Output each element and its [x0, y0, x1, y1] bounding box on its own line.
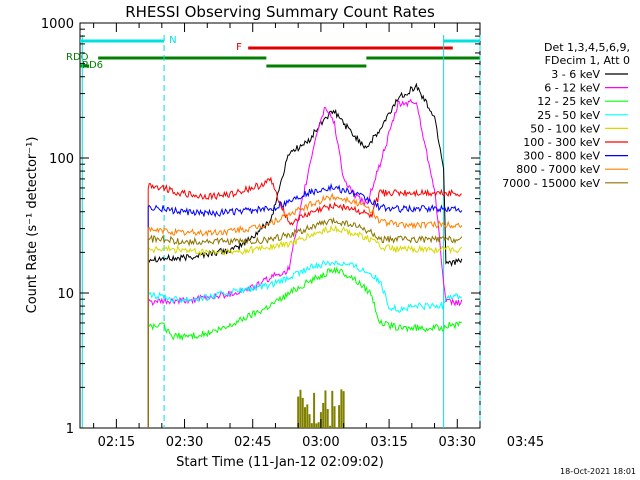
legend-header-line-1: Det 1,3,4,5,6,9, — [544, 41, 630, 54]
series-lines — [147, 82, 463, 428]
x-tick-label: 03:15 — [370, 435, 407, 450]
series-line-12-25-kev — [147, 266, 463, 428]
x-axis-ticks: 02:15 02:30 02:45 03:00 03:15 03:30 03:45 — [93, 23, 544, 450]
chart-title: RHESSI Observing Summary Count Rates — [125, 3, 435, 21]
y-tick-label: 1000 — [41, 17, 74, 32]
x-tick-label: 03:30 — [439, 435, 476, 450]
flag-label-rd6: RD6 — [82, 60, 103, 71]
x-tick-label: 02:30 — [166, 435, 203, 450]
series-line-50-100-kev — [147, 224, 463, 428]
flag-label-f: F — [236, 42, 242, 53]
y-tick-label: 1 — [66, 422, 74, 437]
date-stamp: 18-Oct-2021 18:01 — [560, 467, 636, 476]
series-line-3-6-kev — [147, 82, 463, 428]
legend-label-25-50-kev: 25 - 50 keV — [537, 109, 600, 122]
y-axis-ticks: 1 10 100 1000 — [41, 17, 480, 437]
flag-label-rdo: RDO — [66, 52, 89, 63]
series-line-7000-15000-kev — [147, 216, 463, 428]
legend-label-6-12-kev: 6 - 12 keV — [544, 82, 600, 95]
series-line-6-12-kev — [147, 98, 463, 428]
legend-label-3-6-kev: 3 - 6 keV — [551, 68, 600, 81]
plot-area-border — [79, 22, 481, 429]
legend: Det 1,3,4,5,6,9, FDecim 1, Att 0 3 - 6 k… — [502, 41, 630, 190]
flag-label-n: N — [169, 35, 176, 46]
legend-label-100-300-kev: 100 - 300 keV — [523, 136, 600, 149]
y-tick-label: 10 — [57, 287, 74, 302]
x-tick-label: 02:15 — [98, 435, 135, 450]
legend-label-12-25-kev: 12 - 25 keV — [537, 95, 600, 108]
legend-label-300-800-kev: 300 - 800 keV — [523, 150, 600, 163]
legend-label-800-7000-kev: 800 - 7000 keV — [516, 163, 600, 176]
x-axis-label: Start Time (11-Jan-12 02:09:02) — [176, 455, 384, 470]
legend-label-50-100-kev: 50 - 100 keV — [530, 122, 600, 135]
y-tick-label: 100 — [49, 152, 74, 167]
flare-flag-bars — [297, 389, 345, 428]
x-tick-label: 03:45 — [507, 435, 544, 450]
series-line-800-7000-kev — [147, 192, 463, 428]
series-line-25-50-kev — [147, 260, 462, 428]
legend-header-line-2: FDecim 1, Att 0 — [545, 54, 630, 67]
plot-frame — [79, 22, 481, 429]
x-tick-label: 02:45 — [234, 435, 271, 450]
series-line-100-300-kev — [147, 176, 463, 428]
attenuator-lines — [81, 35, 481, 428]
series-line-300-800-kev — [147, 182, 463, 428]
legend-label-7000-15000-kev: 7000 - 15000 keV — [502, 177, 600, 190]
x-tick-label: 03:00 — [302, 435, 339, 450]
y-axis-label: Count Rate (s⁻¹ detector⁻¹) — [25, 137, 40, 314]
